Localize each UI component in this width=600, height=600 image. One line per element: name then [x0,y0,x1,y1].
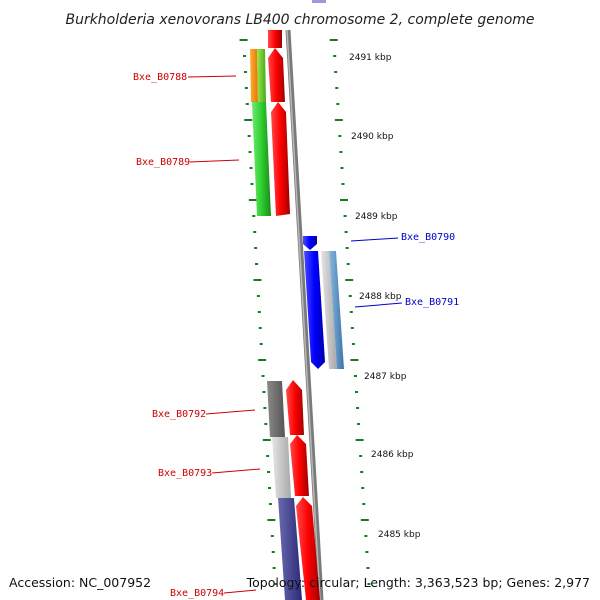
kbp-label-2487: 2487 kbp [364,372,407,382]
gene-label-b0794[interactable]: Bxe_B0794 [170,588,224,599]
gene-block-b0789-green[interactable] [252,102,271,216]
gene-label-b0790[interactable]: Bxe_B0790 [401,232,455,243]
kbp-label-2491: 2491 kbp [349,53,392,63]
gene-block-b0788-orange[interactable] [250,49,258,102]
gene-block-b0792-darkgray[interactable] [267,381,285,437]
leader-b0790 [350,237,399,242]
right-tick-marks [329,39,371,585]
kbp-label-2490: 2490 kbp [351,132,394,142]
gene-arrow-b0792-red[interactable] [286,380,304,435]
leader-b0793 [211,468,261,474]
gene-arrow-b0788-red[interactable] [268,48,285,102]
gene-label-b0791[interactable]: Bxe_B0791 [405,297,459,308]
kbp-label-2489: 2489 kbp [355,212,398,222]
leader-b0792 [205,409,256,415]
gene-label-b0792[interactable]: Bxe_B0792 [152,409,206,420]
genome-backbone [285,29,324,600]
accession-text: Accession: NC_007952 [9,575,151,590]
left-tick-marks [239,39,277,585]
gene-arrow-b0791-blue[interactable] [304,251,325,369]
gene-block-b0793-lightgray[interactable] [272,437,291,498]
partial-feature-top [312,0,326,3]
gene-arrow-b0790[interactable] [303,236,317,250]
gene-block-b0791-steel[interactable] [329,251,344,369]
gene-arrow-top-partial[interactable] [268,30,282,48]
leader-b0791 [354,302,403,308]
gene-arrow-b0794-red[interactable] [296,497,320,600]
gene-label-b0789[interactable]: Bxe_B0789 [136,157,190,168]
leader-b0794 [223,589,257,594]
kbp-label-2485: 2485 kbp [378,530,421,540]
gene-arrow-b0789-red[interactable] [271,102,290,216]
gene-label-b0788[interactable]: Bxe_B0788 [133,72,187,83]
map-title: Burkholderia xenovorans LB400 chromosome… [65,12,534,28]
leader-b0789 [189,159,240,163]
kbp-label-2486: 2486 kbp [371,450,414,460]
gene-arrow-b0793-red[interactable] [290,435,309,496]
leader-b0788 [187,75,237,78]
gene-block-b0791-gray[interactable] [321,251,337,369]
gene-block-b0788-lime[interactable] [257,49,266,102]
topology-text: Topology: circular; Length: 3,363,523 bp… [246,575,590,590]
kbp-label-2488: 2488 kbp [359,292,402,302]
gene-label-b0793[interactable]: Bxe_B0793 [158,468,212,479]
genome-backbone-highlight [286,29,321,600]
gene-block-b0794-navy[interactable] [278,498,302,600]
